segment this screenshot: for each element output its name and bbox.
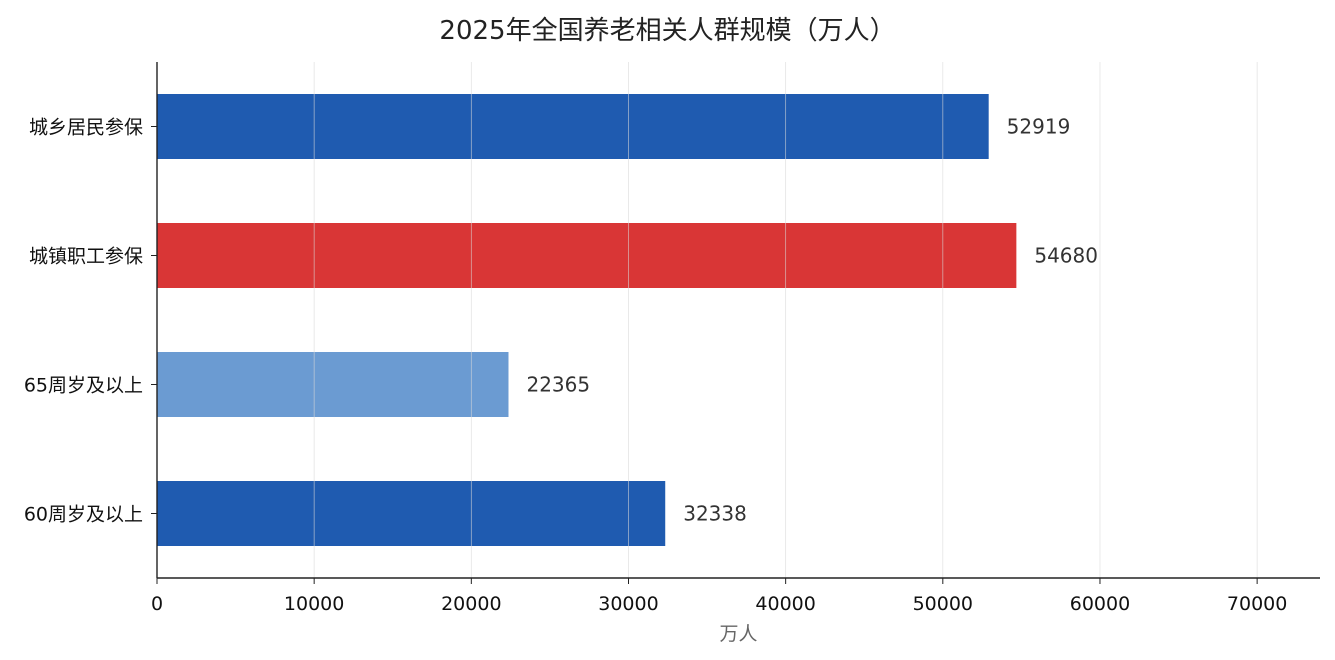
bar bbox=[157, 481, 666, 546]
chart-title: 2025年全国养老相关人群规模（万人） bbox=[439, 16, 896, 46]
x-tick-label: 30000 bbox=[598, 593, 658, 615]
data-label: 54680 bbox=[1034, 244, 1098, 268]
category-label: 城乡居民参保 bbox=[29, 117, 143, 139]
category-label: 65周岁及以上 bbox=[24, 375, 143, 397]
x-tick-label: 10000 bbox=[284, 593, 344, 615]
bar bbox=[157, 352, 509, 417]
x-tick-label: 60000 bbox=[1070, 593, 1130, 615]
data-label: 22365 bbox=[526, 373, 590, 397]
x-tick-label: 70000 bbox=[1227, 593, 1287, 615]
category-label: 60周岁及以上 bbox=[24, 504, 143, 526]
data-label: 32338 bbox=[683, 502, 747, 526]
bar bbox=[157, 94, 989, 159]
x-tick-label: 40000 bbox=[755, 593, 815, 615]
x-tick-label: 50000 bbox=[913, 593, 973, 615]
x-tick-label: 0 bbox=[151, 593, 163, 615]
data-label: 52919 bbox=[1007, 115, 1071, 139]
category-label: 城镇职工参保 bbox=[29, 246, 143, 268]
x-tick-label: 20000 bbox=[441, 593, 501, 615]
bar bbox=[157, 223, 1017, 288]
x-axis-title: 万人 bbox=[719, 623, 757, 645]
